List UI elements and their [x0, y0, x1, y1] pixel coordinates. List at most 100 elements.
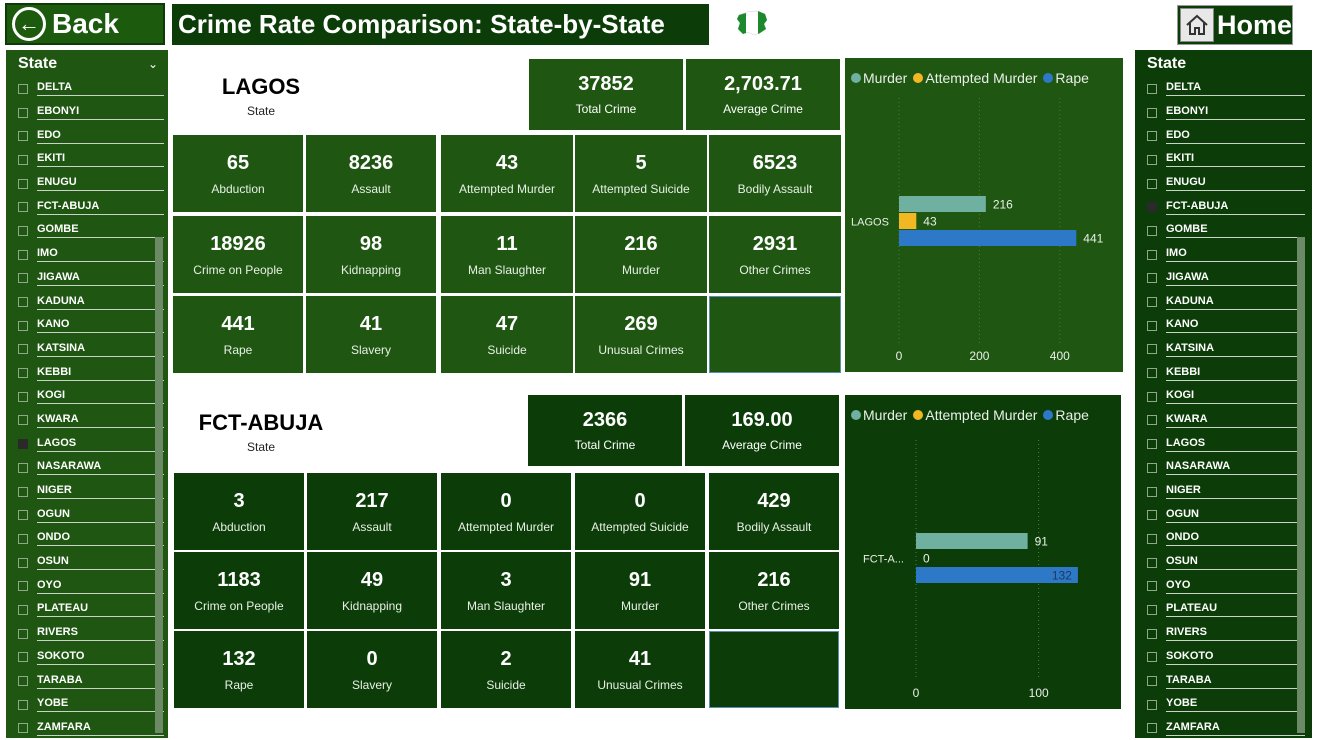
checkbox[interactable]	[1147, 628, 1157, 639]
checkbox[interactable]	[1147, 368, 1157, 379]
checkbox[interactable]	[1147, 510, 1157, 521]
checkbox[interactable]	[1147, 676, 1157, 687]
slicer-item-plateau[interactable]: PLATEAU	[6, 598, 168, 622]
slicer-item-niger[interactable]: NIGER	[1135, 480, 1312, 504]
slicer-item-gombe[interactable]: GOMBE	[6, 219, 168, 243]
slicer-item-lagos[interactable]: LAGOS	[6, 432, 168, 456]
checkbox[interactable]	[1147, 154, 1157, 165]
home-button[interactable]: Home	[1177, 5, 1293, 45]
checkbox[interactable]	[18, 154, 28, 165]
slicer-item-edo[interactable]: EDO	[1135, 124, 1312, 148]
checkbox[interactable]	[18, 391, 28, 402]
slicer-item-imo[interactable]: IMO	[6, 243, 168, 267]
checkbox[interactable]	[18, 652, 28, 663]
checkbox[interactable]	[1147, 415, 1157, 426]
checkbox[interactable]	[1147, 131, 1157, 142]
slicer-item-ekiti[interactable]: EKITI	[1135, 148, 1312, 172]
checkbox[interactable]	[1147, 320, 1157, 331]
checkbox[interactable]	[1147, 557, 1157, 568]
checkbox[interactable]	[18, 320, 28, 331]
checkbox[interactable]	[18, 368, 28, 379]
checkbox[interactable]	[1147, 604, 1157, 615]
slicer-item-lagos[interactable]: LAGOS	[1135, 432, 1312, 456]
checkbox[interactable]	[18, 439, 28, 450]
slicer-item-sokoto[interactable]: SOKOTO	[1135, 646, 1312, 670]
scrollbar[interactable]	[155, 237, 163, 733]
slicer-item-kogi[interactable]: KOGI	[1135, 385, 1312, 409]
checkbox[interactable]	[18, 581, 28, 592]
checkbox[interactable]	[18, 533, 28, 544]
slicer-item-ebonyi[interactable]: EBONYI	[1135, 101, 1312, 125]
slicer-item-fct-abuja[interactable]: FCT-ABUJA	[6, 195, 168, 219]
checkbox[interactable]	[1147, 273, 1157, 284]
slicer-item-zamfara[interactable]: ZAMFARA	[6, 717, 168, 740]
checkbox[interactable]	[18, 676, 28, 687]
slicer-item-nasarawa[interactable]: NASARAWA	[6, 456, 168, 480]
slicer-item-kebbi[interactable]: KEBBI	[6, 361, 168, 385]
checkbox[interactable]	[18, 297, 28, 308]
checkbox[interactable]	[18, 699, 28, 710]
checkbox[interactable]	[18, 628, 28, 639]
slicer-item-gombe[interactable]: GOMBE	[1135, 219, 1312, 243]
slicer-item-kaduna[interactable]: KADUNA	[6, 290, 168, 314]
chevron-down-icon[interactable]: ⌄	[147, 57, 158, 71]
scrollbar[interactable]	[1297, 237, 1305, 733]
slicer-item-katsina[interactable]: KATSINA	[6, 338, 168, 362]
slicer-item-rivers[interactable]: RIVERS	[1135, 622, 1312, 646]
slicer-item-jigawa[interactable]: JIGAWA	[6, 267, 168, 291]
slicer-item-ebonyi[interactable]: EBONYI	[6, 101, 168, 125]
checkbox[interactable]	[18, 273, 28, 284]
slicer-item-kwara[interactable]: KWARA	[1135, 409, 1312, 433]
checkbox[interactable]	[1147, 249, 1157, 260]
checkbox[interactable]	[18, 249, 28, 260]
slicer-item-nasarawa[interactable]: NASARAWA	[1135, 456, 1312, 480]
slicer-item-rivers[interactable]: RIVERS	[6, 622, 168, 646]
state-slicer-left[interactable]: State ⌄ DELTA EBONYI EDO EKITI ENUGU FCT-ABUJ…	[6, 50, 168, 738]
checkbox[interactable]	[1147, 652, 1157, 663]
slicer-item-delta[interactable]: DELTA	[1135, 77, 1312, 101]
checkbox[interactable]	[18, 510, 28, 521]
bar-murder[interactable]	[916, 533, 1028, 549]
checkbox[interactable]	[1147, 202, 1157, 213]
slicer-item-ondo[interactable]: ONDO	[6, 527, 168, 551]
checkbox[interactable]	[18, 557, 28, 568]
slicer-item-ogun[interactable]: OGUN	[1135, 503, 1312, 527]
checkbox[interactable]	[1147, 723, 1157, 734]
slicer-item-oyo[interactable]: OYO	[1135, 574, 1312, 598]
checkbox[interactable]	[1147, 178, 1157, 189]
checkbox[interactable]	[1147, 83, 1157, 94]
slicer-item-katsina[interactable]: KATSINA	[1135, 338, 1312, 362]
state-slicer-right[interactable]: State DELTA EBONYI EDO EKITI ENUGU FCT-ABUJA G…	[1135, 50, 1312, 738]
checkbox[interactable]	[1147, 581, 1157, 592]
slicer-item-delta[interactable]: DELTA	[6, 77, 168, 101]
slicer-item-jigawa[interactable]: JIGAWA	[1135, 267, 1312, 291]
checkbox[interactable]	[1147, 462, 1157, 473]
slicer-item-yobe[interactable]: YOBE	[6, 693, 168, 717]
slicer-item-oyo[interactable]: OYO	[6, 574, 168, 598]
checkbox[interactable]	[1147, 391, 1157, 402]
checkbox[interactable]	[1147, 107, 1157, 118]
checkbox[interactable]	[1147, 439, 1157, 450]
checkbox[interactable]	[1147, 699, 1157, 710]
slicer-item-imo[interactable]: IMO	[1135, 243, 1312, 267]
checkbox[interactable]	[18, 131, 28, 142]
checkbox[interactable]	[1147, 225, 1157, 236]
bar-rape[interactable]	[899, 230, 1077, 246]
back-button[interactable]: ← Back	[5, 3, 165, 45]
slicer-item-kebbi[interactable]: KEBBI	[1135, 361, 1312, 385]
checkbox[interactable]	[18, 604, 28, 615]
slicer-item-enugu[interactable]: ENUGU	[6, 172, 168, 196]
checkbox[interactable]	[18, 225, 28, 236]
slicer-item-kano[interactable]: KANO	[6, 314, 168, 338]
slicer-item-edo[interactable]: EDO	[6, 124, 168, 148]
checkbox[interactable]	[18, 462, 28, 473]
slicer-item-fct-abuja[interactable]: FCT-ABUJA	[1135, 195, 1312, 219]
slicer-item-ondo[interactable]: ONDO	[1135, 527, 1312, 551]
bar-attempted-murder[interactable]	[899, 213, 917, 229]
checkbox[interactable]	[18, 202, 28, 213]
checkbox[interactable]	[1147, 344, 1157, 355]
checkbox[interactable]	[18, 415, 28, 426]
slicer-item-ekiti[interactable]: EKITI	[6, 148, 168, 172]
slicer-item-taraba[interactable]: TARABA	[6, 669, 168, 693]
slicer-item-plateau[interactable]: PLATEAU	[1135, 598, 1312, 622]
